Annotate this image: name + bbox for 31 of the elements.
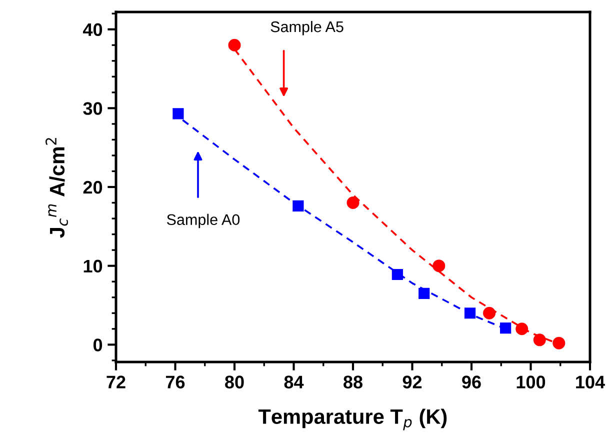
point bbox=[418, 288, 430, 299]
point bbox=[172, 108, 184, 120]
x-tick-label: 92 bbox=[402, 376, 422, 388]
point bbox=[346, 196, 360, 210]
point bbox=[392, 268, 403, 280]
point bbox=[464, 308, 476, 319]
x-tick-label: 84 bbox=[284, 376, 304, 388]
point bbox=[516, 322, 528, 336]
y-tick-label: 0 bbox=[93, 338, 102, 352]
point bbox=[483, 306, 496, 320]
y-axis-title: J$_{c}$$^{m}$ A/cm$^{2}$ bbox=[46, 138, 68, 238]
point bbox=[552, 336, 566, 350]
x-tick-label: 80 bbox=[225, 376, 244, 388]
x-tick-label: 104 bbox=[576, 376, 605, 388]
point bbox=[228, 38, 241, 52]
annotation: Sample A0 bbox=[166, 214, 240, 228]
x-tick-label: 100 bbox=[516, 376, 546, 388]
point bbox=[500, 322, 512, 334]
x-tick-label: 96 bbox=[462, 376, 481, 388]
y-tick-label: 20 bbox=[83, 180, 102, 194]
point bbox=[292, 200, 304, 212]
x-axis-title: Temparature T$_{p}$ (K) bbox=[258, 408, 447, 430]
annotation: Sample A5 bbox=[270, 20, 344, 36]
y-tick-label: 40 bbox=[83, 23, 102, 36]
point bbox=[533, 334, 546, 346]
y-tick-label: 10 bbox=[84, 260, 102, 273]
point bbox=[432, 260, 446, 272]
x-tick-label: 88 bbox=[344, 376, 362, 388]
y-tick-label: 30 bbox=[83, 102, 102, 115]
x-tick-label: 76 bbox=[166, 376, 185, 388]
x-tick-label: 72 bbox=[106, 376, 126, 388]
